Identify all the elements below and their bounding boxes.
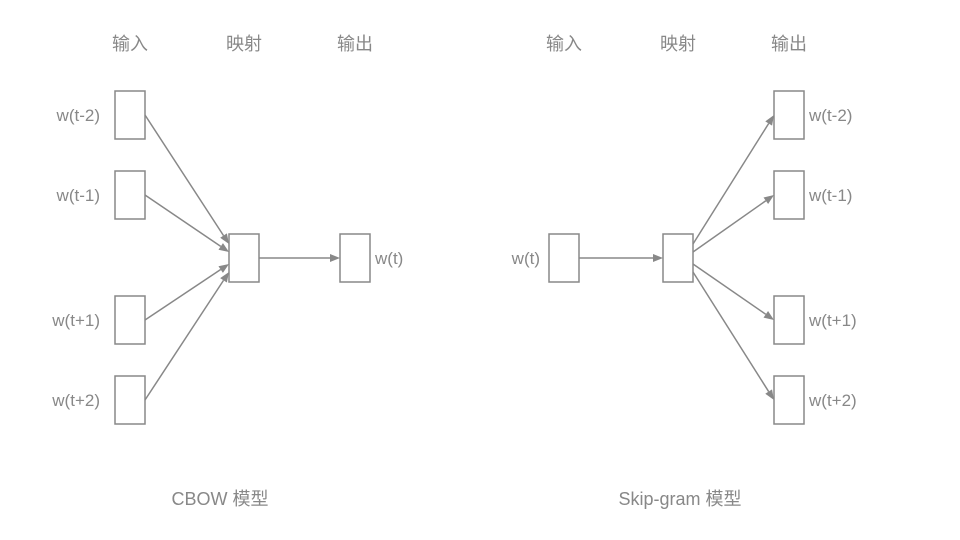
cbow-input-label-1: w(t-1) xyxy=(56,186,100,205)
skipgram-output-box-3 xyxy=(774,376,804,424)
cbow-col-mapping: 映射 xyxy=(226,34,262,54)
cbow-edge-in-0 xyxy=(145,115,224,236)
cbow-edge-out-head xyxy=(330,254,340,262)
cbow-caption: CBOW 模型 xyxy=(172,489,269,509)
cbow-edge-in-0-head xyxy=(220,233,229,244)
cbow-input-box-0 xyxy=(115,91,145,139)
skipgram-input-box xyxy=(549,234,579,282)
skipgram-output-box-0 xyxy=(774,91,804,139)
skipgram-col-mapping: 映射 xyxy=(660,34,696,54)
cbow-edge-in-2 xyxy=(145,270,221,320)
cbow-input-label-2: w(t+1) xyxy=(51,311,100,330)
cbow-input-box-3 xyxy=(115,376,145,424)
skipgram-edge-out-2-head xyxy=(763,311,774,320)
cbow-input-box-2 xyxy=(115,296,145,344)
cbow-col-output: 输出 xyxy=(337,34,373,54)
cbow-edge-in-1 xyxy=(145,195,221,246)
cbow-mapping-box xyxy=(229,234,259,282)
cbow-edge-in-3-head xyxy=(220,272,229,283)
skipgram-output-label-3: w(t+2) xyxy=(808,391,857,410)
skipgram-input-label: w(t) xyxy=(511,249,540,268)
skipgram-caption: Skip-gram 模型 xyxy=(618,489,741,509)
skipgram-edge-out-0-head xyxy=(765,115,774,126)
skipgram-output-label-1: w(t-1) xyxy=(808,186,852,205)
cbow-output-label: w(t) xyxy=(374,249,403,268)
skipgram-col-output: 输出 xyxy=(771,34,807,54)
cbow-col-input: 输入 xyxy=(112,34,148,54)
cbow-input-box-1 xyxy=(115,171,145,219)
diagram-canvas: 输入 映射 输出 w(t-2) w(t-1) w(t+1) w(t+2) w(t) CBOW 模… xyxy=(0,0,960,540)
skipgram-output-label-2: w(t+1) xyxy=(808,311,857,330)
skipgram-mapping-box xyxy=(663,234,693,282)
skipgram-edge-out-3-head xyxy=(765,389,774,400)
skipgram-output-label-0: w(t-2) xyxy=(808,106,852,125)
skipgram-output-box-2 xyxy=(774,296,804,344)
cbow-edge-in-1-head xyxy=(218,243,229,252)
cbow-output-box xyxy=(340,234,370,282)
skipgram-col-input: 输入 xyxy=(546,34,582,54)
skipgram-edge-in-head xyxy=(653,254,663,262)
cbow-edge-in-3 xyxy=(145,280,224,400)
cbow-input-label-3: w(t+2) xyxy=(51,391,100,410)
skipgram-edge-out-1-head xyxy=(764,195,774,204)
skipgram-output-box-1 xyxy=(774,171,804,219)
cbow-edge-in-2-head xyxy=(218,264,229,273)
cbow-input-label-0: w(t-2) xyxy=(56,106,100,125)
